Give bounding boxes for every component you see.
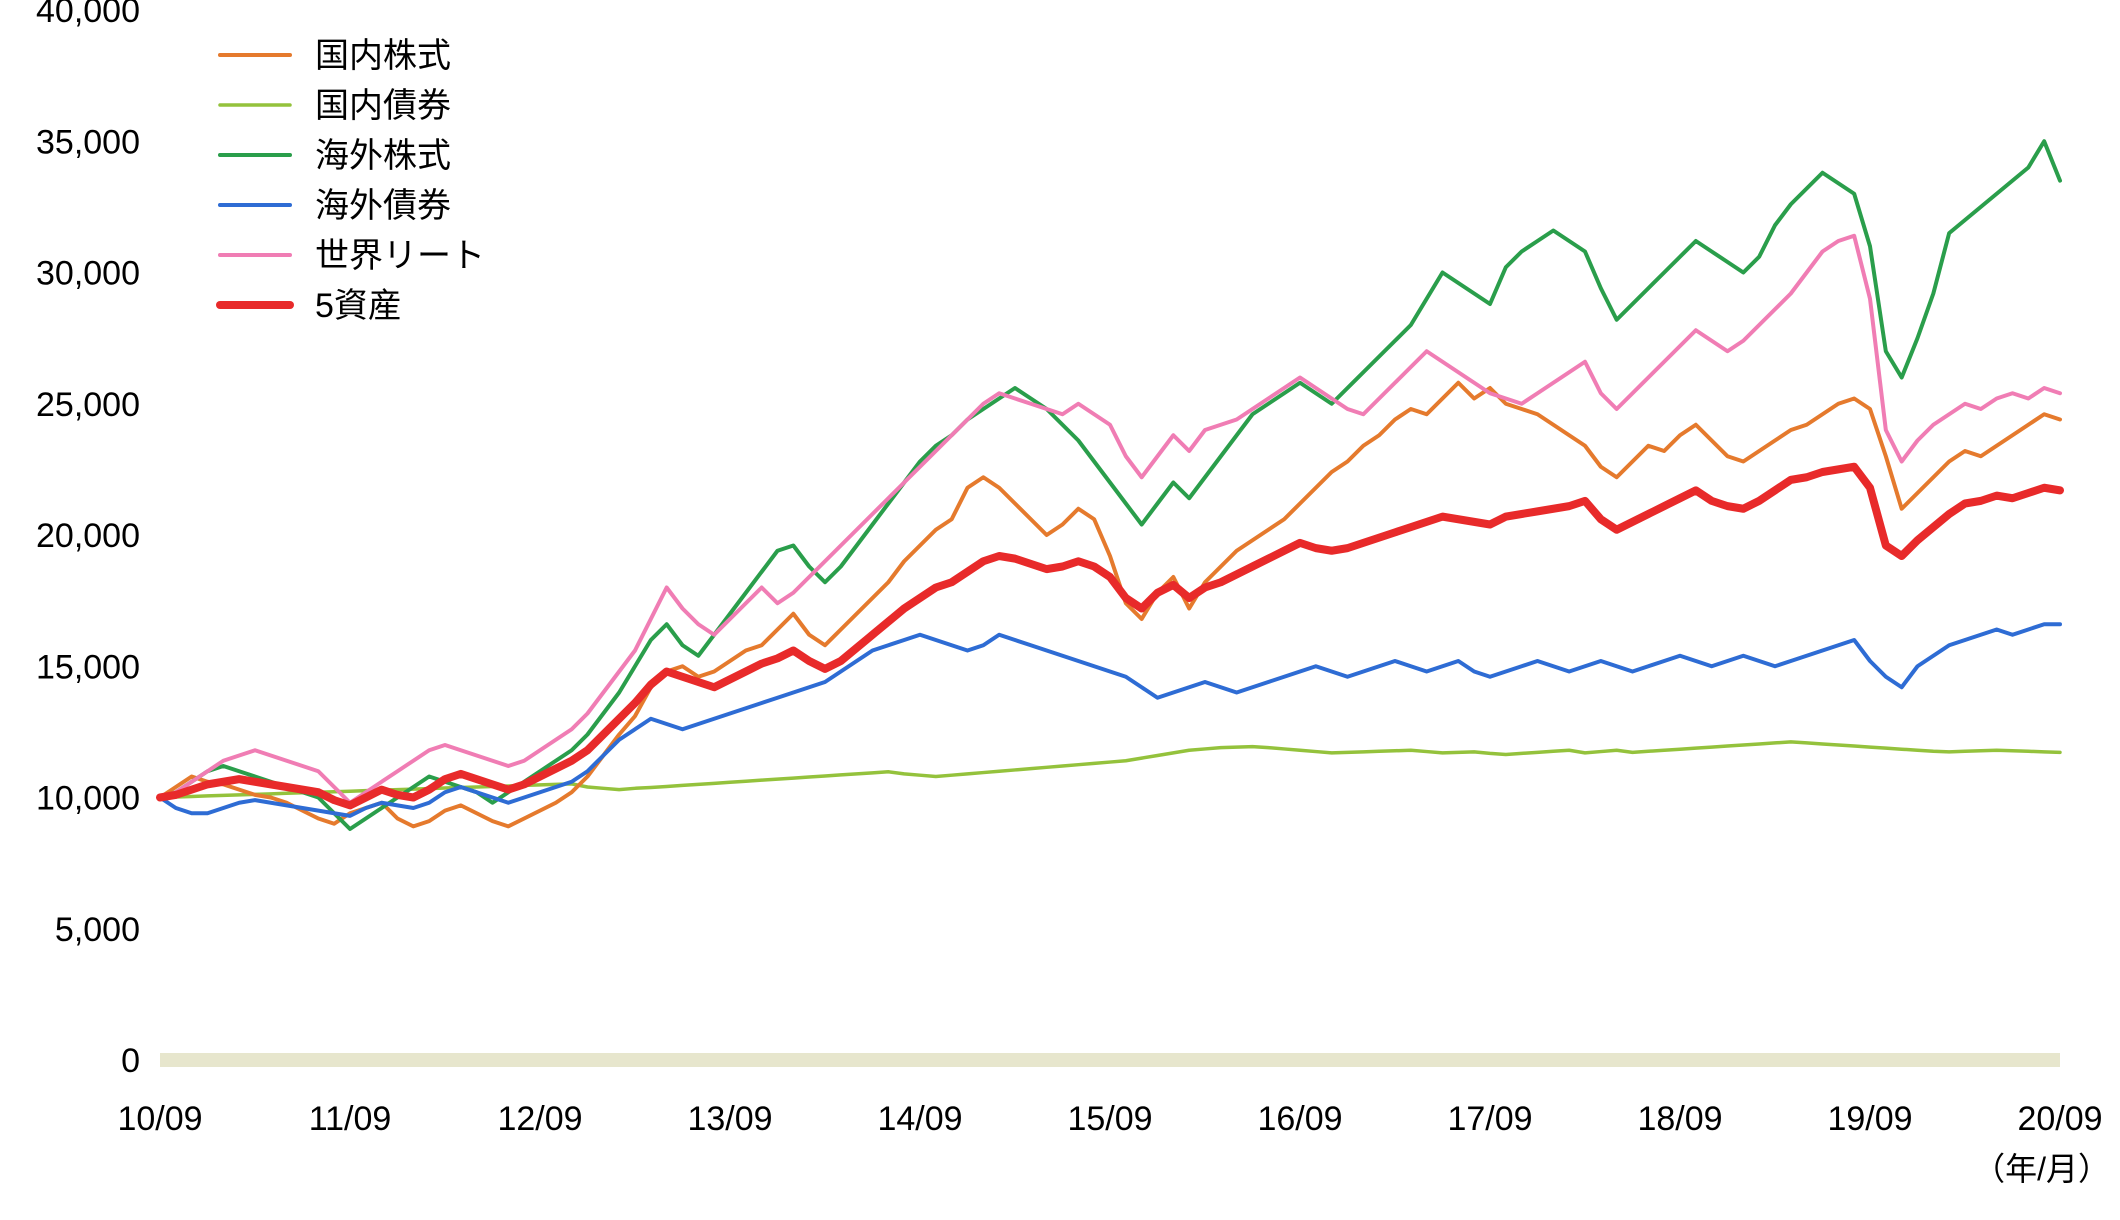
legend-label-foreign_bond: 海外債券 bbox=[315, 187, 451, 225]
legend-label-five_assets: 5資産 bbox=[315, 287, 402, 325]
chart-svg: 0 5,000 10,000 15,000 20,000 25,000 30,000 35,0… bbox=[0, 0, 2120, 1220]
x-tick-label: 20/09 bbox=[2017, 1100, 2102, 1138]
series-line-domestic_bond bbox=[160, 742, 2060, 798]
y-tick-label: 0 bbox=[121, 1042, 140, 1080]
x-axis-unit-label: （年/月） bbox=[1973, 1151, 2110, 1187]
x-tick-label: 13/09 bbox=[687, 1100, 772, 1138]
y-tick-label: 25,000 bbox=[36, 386, 140, 424]
series-line-world_reit bbox=[160, 236, 2060, 803]
x-tick-label: 17/09 bbox=[1447, 1100, 1532, 1138]
x-axis-baseline bbox=[160, 1053, 2060, 1067]
series-line-five_assets bbox=[160, 467, 2060, 806]
x-tick-label: 18/09 bbox=[1637, 1100, 1722, 1138]
x-tick-label: 10/09 bbox=[117, 1100, 202, 1138]
x-tick-label: 14/09 bbox=[877, 1100, 962, 1138]
series-line-domestic_equity bbox=[160, 383, 2060, 827]
legend-label-foreign_equity: 海外株式 bbox=[315, 137, 451, 175]
x-tick-label: 19/09 bbox=[1827, 1100, 1912, 1138]
y-tick-label: 20,000 bbox=[36, 517, 140, 555]
y-tick-label: 35,000 bbox=[36, 123, 140, 161]
x-tick-label: 11/09 bbox=[309, 1100, 392, 1138]
y-tick-label: 5,000 bbox=[55, 911, 140, 949]
x-tick-label: 12/09 bbox=[497, 1100, 582, 1138]
y-tick-label: 10,000 bbox=[36, 780, 140, 818]
x-tick-label: 16/09 bbox=[1257, 1100, 1342, 1138]
legend-label-domestic_bond: 国内債券 bbox=[315, 87, 451, 125]
legend-label-world_reit: 世界リート bbox=[315, 237, 485, 275]
legend-label-domestic_equity: 国内株式 bbox=[315, 37, 451, 75]
y-tick-label: 30,000 bbox=[36, 255, 140, 293]
x-tick-label: 15/09 bbox=[1067, 1100, 1152, 1138]
y-tick-label: 40,000 bbox=[36, 0, 140, 30]
y-tick-label: 15,000 bbox=[36, 648, 140, 686]
asset-performance-chart: 0 5,000 10,000 15,000 20,000 25,000 30,000 35,0… bbox=[0, 0, 2120, 1220]
